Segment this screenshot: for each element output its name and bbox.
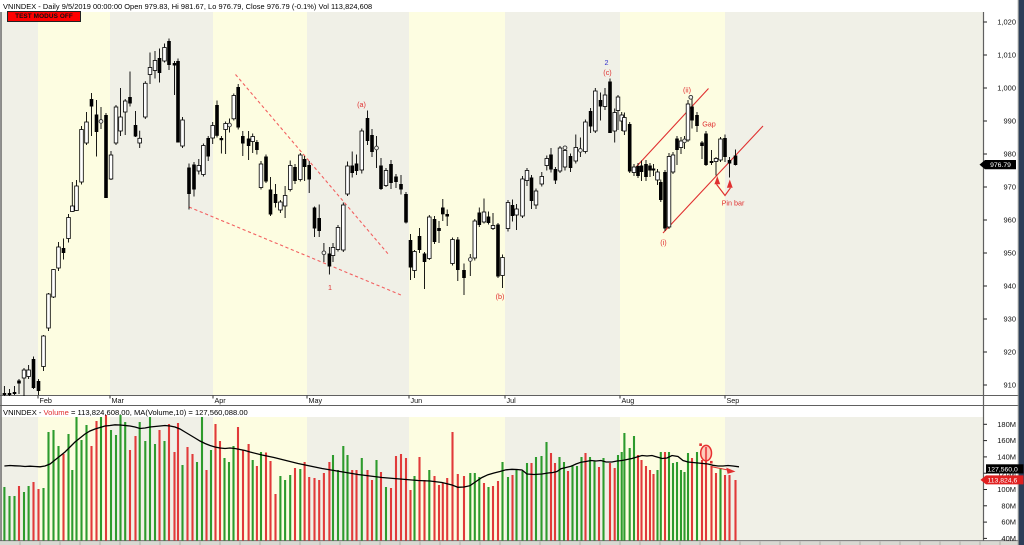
svg-text:970: 970 <box>1003 183 1016 192</box>
svg-text:Pin bar: Pin bar <box>722 199 745 208</box>
svg-text:950: 950 <box>1003 249 1016 258</box>
svg-text:Apr: Apr <box>215 396 227 405</box>
svg-text:80M: 80M <box>1001 501 1016 510</box>
svg-text:100M: 100M <box>997 485 1016 494</box>
svg-text:2: 2 <box>605 58 609 67</box>
svg-text:(i): (i) <box>660 238 666 247</box>
svg-text:Sep: Sep <box>727 396 740 405</box>
svg-text:Gap: Gap <box>702 120 716 129</box>
svg-text:60M: 60M <box>1001 518 1016 527</box>
svg-text:(a): (a) <box>357 100 366 109</box>
svg-text:1,010: 1,010 <box>997 51 1016 60</box>
svg-text:127,560,0: 127,560,0 <box>988 466 1018 473</box>
svg-text:1,020: 1,020 <box>997 18 1016 27</box>
svg-text:Feb: Feb <box>40 396 52 405</box>
svg-text:140M: 140M <box>997 453 1016 462</box>
svg-text:1,000: 1,000 <box>997 84 1016 93</box>
svg-text:1: 1 <box>328 283 332 292</box>
svg-text:180M: 180M <box>997 420 1016 429</box>
svg-text:160M: 160M <box>997 436 1016 445</box>
svg-text:(b): (b) <box>496 292 505 301</box>
svg-text:May: May <box>309 396 323 405</box>
svg-text:(ii): (ii) <box>683 86 691 95</box>
svg-text:Jun: Jun <box>411 396 423 405</box>
svg-text:920: 920 <box>1003 348 1016 357</box>
svg-text:Jul: Jul <box>507 396 517 405</box>
svg-text:990: 990 <box>1003 117 1016 126</box>
svg-text:960: 960 <box>1003 216 1016 225</box>
svg-text:40M: 40M <box>1001 534 1016 543</box>
svg-text:980: 980 <box>1003 150 1016 159</box>
svg-text:Aug: Aug <box>622 396 635 405</box>
svg-text:Mar: Mar <box>112 396 125 405</box>
svg-text:930: 930 <box>1003 315 1016 324</box>
svg-text:976.79: 976.79 <box>990 162 1011 169</box>
svg-text:910: 910 <box>1003 381 1016 390</box>
svg-text:940: 940 <box>1003 282 1016 291</box>
svg-text:(c): (c) <box>603 68 611 77</box>
svg-text:113,824,6: 113,824,6 <box>988 478 1018 485</box>
